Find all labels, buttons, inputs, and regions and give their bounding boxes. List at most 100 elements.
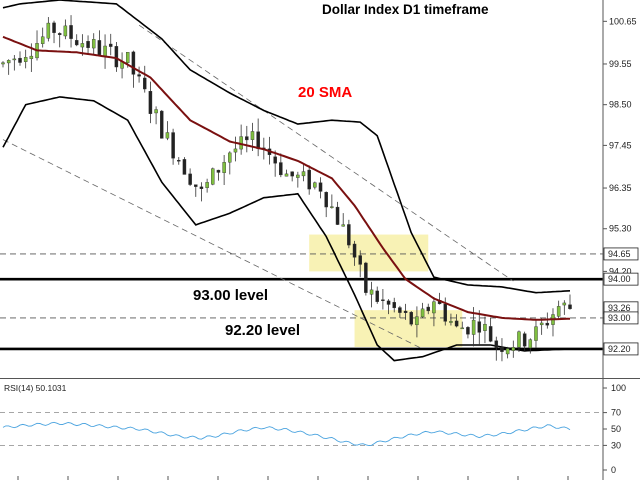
candle-body-51	[290, 171, 294, 177]
candle-body-70	[398, 307, 402, 313]
candle-body-95	[539, 322, 544, 326]
candle-body-33	[188, 173, 192, 185]
bollinger-bands	[2, 0, 571, 362]
candle-body-58	[330, 206, 334, 208]
candle-body-39	[222, 162, 226, 173]
candle-body-44	[250, 131, 255, 140]
level-label-93: 93.00 level	[193, 287, 268, 304]
candle-body-49	[279, 162, 283, 176]
candle-body-61	[347, 224, 351, 246]
candle-body-13	[74, 40, 79, 46]
candle-body-63	[358, 255, 362, 265]
trendline-0	[2, 139, 423, 350]
candle-body-76	[432, 301, 436, 314]
candle-body-35	[199, 186, 204, 189]
candle-body-24	[137, 74, 141, 77]
sma-20-line	[2, 35, 571, 321]
price-tick-label: 97.45	[609, 140, 632, 150]
price-tag-box	[603, 272, 639, 286]
candle-body-81	[460, 327, 465, 330]
candle-body-18	[103, 45, 107, 56]
candle-body-17	[97, 40, 102, 55]
level-label-9220: 92.20 level	[225, 322, 300, 339]
price-tag-label: 93.00	[608, 313, 631, 323]
price-tick-label: 95.30	[609, 224, 632, 234]
candle-body-74	[420, 308, 425, 318]
bollinger-upper-line	[2, 0, 571, 294]
rsi-tick-label: 30	[611, 440, 621, 450]
price-tick-label: 98.50	[609, 100, 632, 110]
sma-label: 20 SMA	[298, 84, 352, 101]
candle-body-26	[148, 91, 153, 114]
candle-body-25	[143, 77, 147, 90]
rsi-indicator-label: RSI(14) 50.1031	[4, 383, 67, 393]
rsi-tick-label: 0	[611, 465, 616, 475]
candle-body-4	[23, 57, 28, 62]
candle-body-55	[313, 182, 317, 188]
candle-body-67	[381, 299, 385, 301]
candle-body-69	[392, 302, 396, 309]
candle-body-84	[477, 321, 482, 333]
candle-body-52	[296, 174, 300, 178]
candle-body-7	[40, 36, 45, 44]
candle-body-96	[545, 322, 550, 326]
candle-body-56	[318, 182, 323, 192]
price-tick-label: 96.35	[609, 183, 632, 193]
candle-body-62	[352, 243, 357, 258]
candle-body-83	[471, 319, 476, 335]
candle-body-38	[216, 169, 221, 173]
candle-body-5	[29, 55, 34, 60]
candle-body-41	[233, 148, 238, 153]
candle-body-37	[211, 168, 215, 185]
sma-20-path	[2, 35, 571, 321]
rsi-axis-strip	[603, 379, 640, 480]
candle-body-1	[6, 60, 11, 64]
candle-body-90	[511, 347, 516, 351]
candle-body-89	[505, 348, 510, 355]
candle-body-9	[52, 22, 56, 33]
candle-body-72	[409, 312, 413, 325]
candle-body-20	[114, 46, 119, 68]
candle-body-75	[426, 306, 430, 312]
price-tag-label: 94.65	[608, 249, 631, 259]
candle-body-31	[177, 159, 181, 162]
candle-body-79	[449, 321, 453, 323]
candle-body-98	[556, 306, 561, 317]
candle-body-15	[86, 41, 90, 48]
candle-body-73	[415, 316, 419, 326]
candle-body-93	[528, 339, 533, 349]
candle-body-8	[46, 22, 51, 39]
candle-body-85	[483, 323, 487, 331]
rsi-tick-label: 70	[611, 408, 621, 418]
candle-body-66	[375, 290, 379, 302]
horizontal-levels	[0, 253, 603, 351]
candle-body-22	[125, 52, 130, 64]
candle-body-87	[494, 340, 499, 349]
price-tick-label: 100.65	[609, 16, 637, 26]
candle-body-92	[522, 333, 527, 347]
rsi-axis-ticks: 100 70 50 30 0	[603, 383, 626, 475]
candlesticks	[1, 15, 572, 362]
rsi-tick-label: 100	[611, 383, 626, 393]
price-tick-label: 94.20	[609, 266, 632, 276]
trendline-1	[138, 24, 514, 282]
candle-body-32	[182, 159, 187, 175]
candle-body-12	[69, 25, 73, 39]
candle-body-16	[91, 39, 96, 49]
candle-body-14	[80, 43, 85, 48]
candle-body-2	[12, 58, 17, 61]
trendlines	[2, 24, 514, 350]
candle-body-19	[108, 43, 113, 47]
candle-body-68	[386, 300, 391, 305]
candle-body-54	[307, 169, 311, 190]
candle-body-34	[194, 184, 198, 187]
price-tag-label: 92.20	[608, 344, 631, 354]
time-axis-ticks	[17, 476, 569, 480]
candle-body-10	[57, 33, 62, 35]
candle-body-80	[454, 320, 459, 327]
rsi-line	[2, 421, 571, 447]
candle-body-45	[256, 131, 260, 149]
rsi-tick-label: 50	[611, 424, 621, 434]
rsi-levels	[0, 412, 603, 446]
candle-body-0	[1, 62, 5, 65]
